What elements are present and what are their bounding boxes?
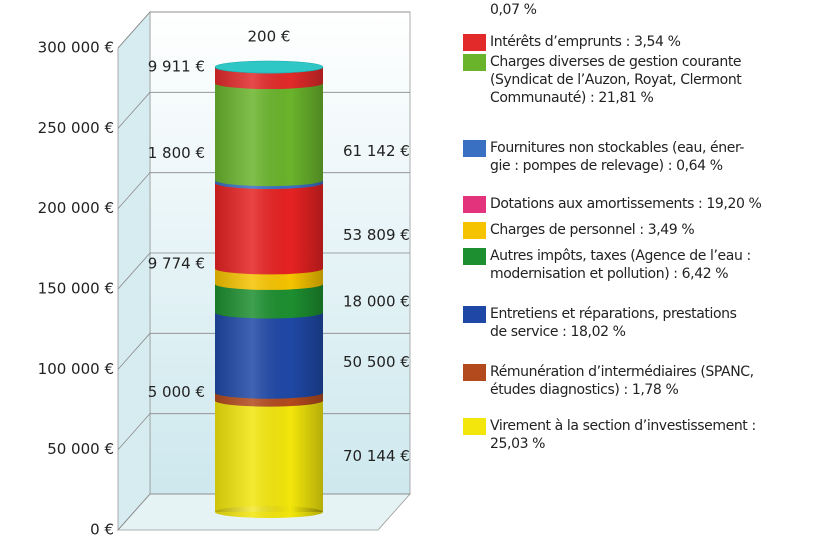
grid-line bbox=[117, 493, 410, 531]
legend-label: Charges de personnel : 3,49 % bbox=[490, 222, 695, 238]
legend-label: Entretiens et réparations, prestations d… bbox=[490, 306, 737, 340]
grid-line bbox=[117, 11, 410, 49]
grid-line bbox=[117, 172, 410, 209]
y-tick-label: 0 € bbox=[90, 521, 114, 538]
cylinder-top bbox=[214, 60, 324, 74]
legend-item: 0,07 % bbox=[463, 1, 537, 19]
legend-label: Rémunération d’intermédiaires (SPANC, ét… bbox=[490, 364, 754, 398]
legend-item: Autres impôts, taxes (Agence de l’eau : … bbox=[463, 247, 751, 283]
legend-label: 0,07 % bbox=[490, 2, 537, 18]
legend-label: Dotations aux amortissements : 19,20 % bbox=[490, 196, 762, 212]
grid-line bbox=[117, 413, 410, 450]
legend-label: Autres impôts, taxes (Agence de l’eau : … bbox=[490, 248, 751, 282]
legend-label: Virement à la section d’investissement :… bbox=[490, 418, 756, 452]
legend-swatch bbox=[463, 418, 486, 435]
legend-swatch bbox=[463, 306, 486, 323]
legend-item: Fournitures non stockables (eau, éner- g… bbox=[463, 139, 744, 175]
legend-swatch bbox=[463, 34, 486, 51]
data-label: 200 € bbox=[248, 28, 291, 46]
y-tick-label: 200 000 € bbox=[38, 199, 114, 217]
grid-line bbox=[117, 252, 410, 290]
data-label: 1 800 € bbox=[148, 144, 205, 162]
data-label: 9 774 € bbox=[148, 255, 205, 273]
y-tick-label: 250 000 € bbox=[38, 119, 114, 137]
chart: 0 € 50 000 € 100 000 € 150 000 € 200 000 € 25… bbox=[38, 10, 411, 538]
legend-swatch bbox=[463, 54, 486, 71]
cylinder-shade bbox=[215, 67, 323, 512]
y-tick-label: 50 000 € bbox=[47, 440, 114, 458]
data-label: 53 809 € bbox=[343, 226, 410, 244]
y-tick-label: 150 000 € bbox=[38, 280, 114, 298]
data-label: 18 000 € bbox=[343, 293, 410, 311]
cylinder-bottom-shade bbox=[215, 506, 323, 518]
legend-swatch bbox=[463, 222, 486, 239]
data-label: 50 500 € bbox=[343, 353, 410, 371]
legend-item: Charges diverses de gestion courante (Sy… bbox=[463, 53, 742, 107]
legend-label: Fournitures non stockables (eau, éner- g… bbox=[490, 140, 745, 174]
legend-item: Virement à la section d’investissement :… bbox=[463, 417, 756, 453]
legend-swatch bbox=[463, 140, 486, 157]
y-tick-label: 100 000 € bbox=[38, 360, 114, 378]
data-label: 70 144 € bbox=[343, 447, 410, 465]
grid-line bbox=[117, 91, 410, 129]
legend-item: Dotations aux amortissements : 19,20 % bbox=[463, 195, 762, 213]
legend-item: Intérêts d’emprunts : 3,54 % bbox=[463, 33, 681, 51]
legend-label: Intérêts d’emprunts : 3,54 % bbox=[490, 34, 681, 50]
legend-swatch bbox=[463, 364, 486, 381]
legend-label: Charges diverses de gestion courante (Sy… bbox=[490, 54, 742, 106]
data-label: 5 000 € bbox=[148, 383, 205, 401]
legend-item: Rémunération d’intermédiaires (SPANC, ét… bbox=[463, 363, 754, 399]
legend-swatch bbox=[463, 248, 486, 265]
grid-line bbox=[117, 332, 410, 370]
legend-item: Charges de personnel : 3,49 % bbox=[463, 221, 695, 239]
legend-item: Entretiens et réparations, prestations d… bbox=[463, 305, 737, 341]
y-tick-label: 300 000 € bbox=[38, 39, 114, 57]
legend-swatch bbox=[463, 196, 486, 213]
data-label: 61 142 € bbox=[343, 142, 410, 160]
data-label: 9 911 € bbox=[148, 58, 205, 76]
